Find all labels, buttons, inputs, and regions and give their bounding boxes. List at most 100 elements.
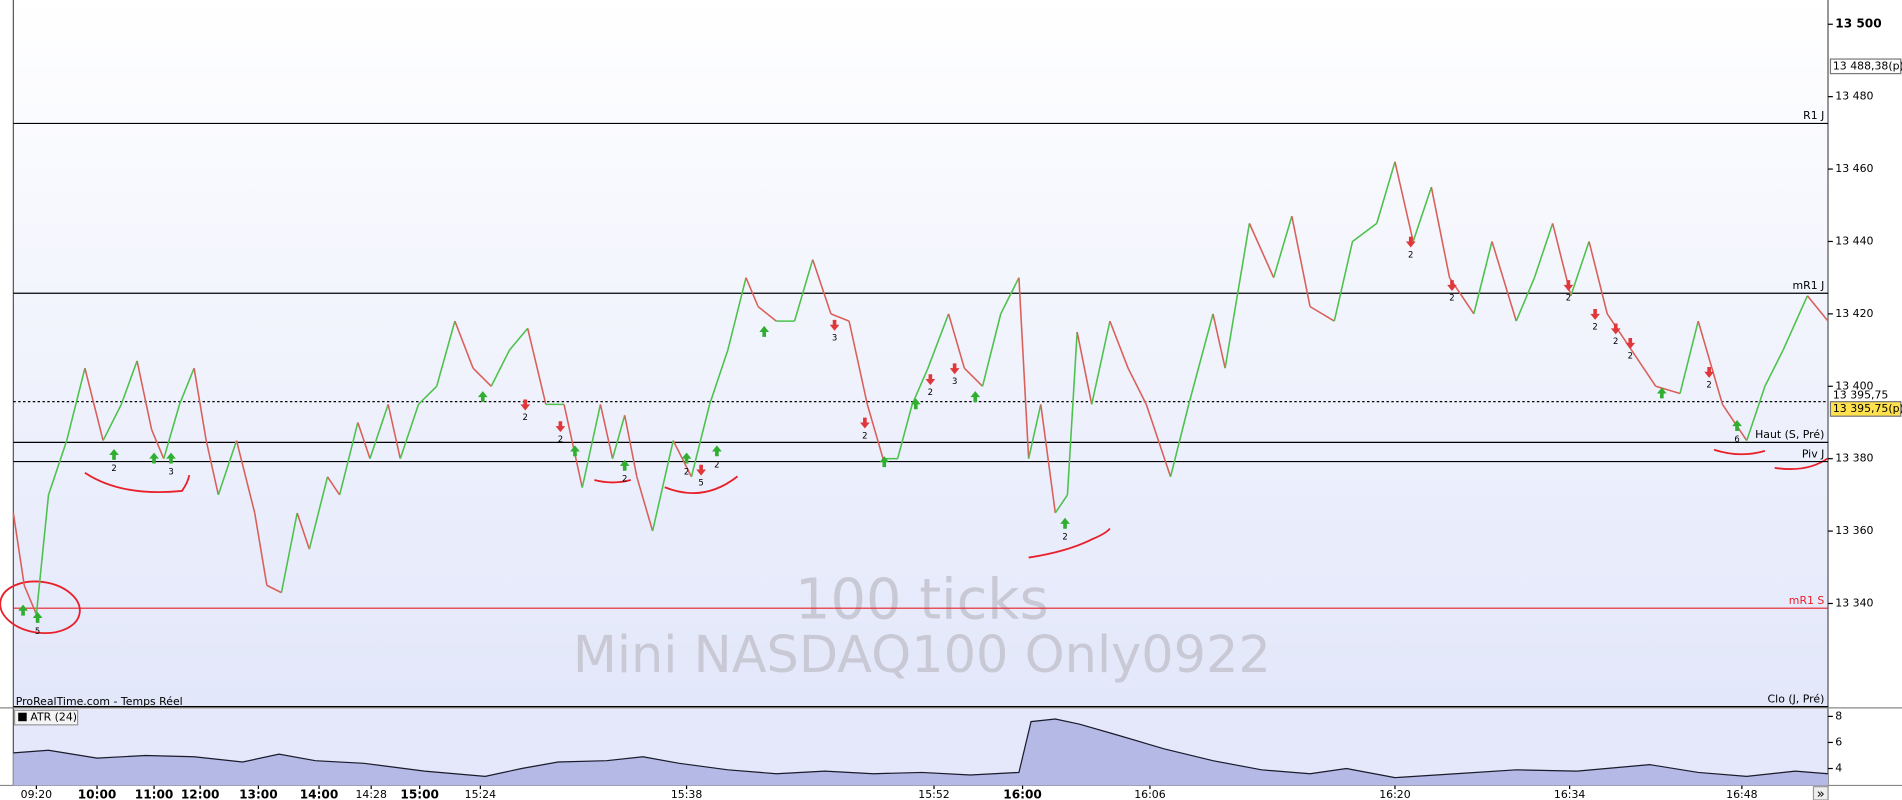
- x-tick-label: 16:00: [1003, 788, 1042, 800]
- price-segment: [1394, 161, 1414, 242]
- x-tick-label: 16:34: [1554, 788, 1586, 800]
- x-tick-label: 15:00: [400, 788, 439, 800]
- signal-count: 2: [1628, 351, 1633, 361]
- price-segment: [1352, 222, 1378, 243]
- annotation-curve: [664, 475, 739, 494]
- scroll-button[interactable]: [1812, 786, 1829, 800]
- price-segment: [1272, 215, 1293, 278]
- price-segment: [387, 404, 402, 459]
- price-segment: [1127, 367, 1147, 405]
- x-tick-label: 16:20: [1379, 788, 1411, 800]
- x-tick-label: 11:00: [135, 788, 174, 800]
- atr-y-tick-label: 4: [1835, 762, 1842, 775]
- price-segment: [326, 476, 341, 496]
- hand-annotations: [0, 448, 1829, 634]
- price-label-box: [1829, 58, 1902, 75]
- atr-legend-box: [13, 709, 79, 726]
- signal-count: 2: [1062, 532, 1067, 542]
- price-segment: [1212, 313, 1226, 369]
- x-tick-label: 16:48: [1726, 788, 1758, 800]
- x-tick-label: 15:52: [918, 788, 949, 800]
- price-segment: [1076, 331, 1093, 405]
- signal-count: 2: [1613, 336, 1618, 346]
- level-label: Piv J: [1802, 447, 1825, 460]
- price-segment: [508, 327, 529, 351]
- signal-count: 2: [684, 467, 689, 477]
- price-segment: [1473, 241, 1493, 315]
- x-tick-label: 14:28: [355, 788, 387, 800]
- signal-arrow: [879, 456, 890, 468]
- signal-arrow: [1704, 366, 1714, 378]
- signal-count: 2: [1566, 293, 1571, 303]
- level-label: Haut (S, Pré): [1755, 428, 1824, 441]
- x-tick-label: 12:00: [181, 788, 220, 800]
- price-segment: [526, 328, 547, 405]
- price-segment: [636, 476, 654, 532]
- price-segment: [1187, 313, 1214, 405]
- price-segment: [102, 404, 123, 441]
- price-label: 13 395,75: [1833, 389, 1889, 402]
- signal-count: 3: [952, 376, 957, 386]
- signal-count: 2: [622, 474, 627, 484]
- price-segment: [611, 415, 626, 459]
- watermark: 100 ticks Mini NASDAQ100 Only0922: [573, 568, 1271, 685]
- level-label: R1 J: [1803, 109, 1824, 122]
- signal-arrow: [166, 452, 176, 464]
- price-segment: [338, 422, 359, 496]
- price-segment: [296, 512, 311, 550]
- price-segment: [745, 277, 759, 307]
- signal-arrow: [910, 398, 921, 410]
- price-segment: [896, 404, 913, 459]
- atr-y-tick-label: 8: [1835, 709, 1842, 722]
- price-segment: [1376, 161, 1396, 224]
- price-segment: [811, 259, 832, 315]
- price-segment: [848, 320, 869, 405]
- price-segment: [193, 368, 207, 441]
- signal-arrow: [570, 445, 580, 457]
- price-segment: [65, 367, 86, 441]
- price-segment: [205, 440, 220, 496]
- price-segment: [178, 367, 195, 405]
- price-segment: [727, 277, 747, 351]
- annotation-curve: [1028, 527, 1111, 559]
- annotation-curve: [1713, 448, 1766, 456]
- y-tick-label: 13 380: [1835, 452, 1873, 465]
- price-segment: [417, 385, 438, 405]
- price-segment: [217, 440, 238, 496]
- price-segment: [12, 512, 26, 586]
- price-segment: [1745, 386, 1766, 441]
- price-segment: [1248, 223, 1275, 278]
- signal-arrow: [1060, 517, 1070, 529]
- signal-arrow: [681, 452, 692, 464]
- x-tick-label: 14:00: [300, 788, 339, 800]
- atr-area: [13, 718, 1829, 786]
- price-segment: [1515, 277, 1536, 322]
- price-segment: [651, 440, 674, 532]
- signal-count: 2: [111, 463, 116, 473]
- level-label: Clo (J, Pré): [1768, 692, 1825, 705]
- price-segment: [1764, 349, 1784, 387]
- price-segment: [830, 313, 850, 322]
- signal-count: 3: [832, 333, 837, 343]
- signal-arrow: [925, 374, 936, 386]
- price-segment: [308, 476, 329, 550]
- price-segment: [1697, 320, 1724, 405]
- scroll-button-label[interactable]: »: [1817, 787, 1825, 800]
- signal-arrow: [477, 391, 488, 402]
- signal-arrow: [696, 464, 706, 476]
- price-segment: [120, 360, 138, 405]
- price-segment: [1027, 404, 1042, 459]
- signal-count: 3: [168, 467, 173, 477]
- signal-arrow: [860, 417, 870, 429]
- signal-arrow: [1656, 387, 1667, 399]
- price-segment: [369, 404, 389, 459]
- price-segment: [1655, 385, 1681, 395]
- price-label-box: [1829, 401, 1902, 417]
- signal-count: 2: [714, 459, 719, 469]
- signal-count: 2: [928, 387, 933, 397]
- atr-legend-label: ATR (24): [30, 711, 77, 724]
- level-label: mR1 S: [1789, 594, 1825, 607]
- signal-count: 2: [1408, 249, 1413, 259]
- x-tick-label: 16:06: [1134, 788, 1166, 800]
